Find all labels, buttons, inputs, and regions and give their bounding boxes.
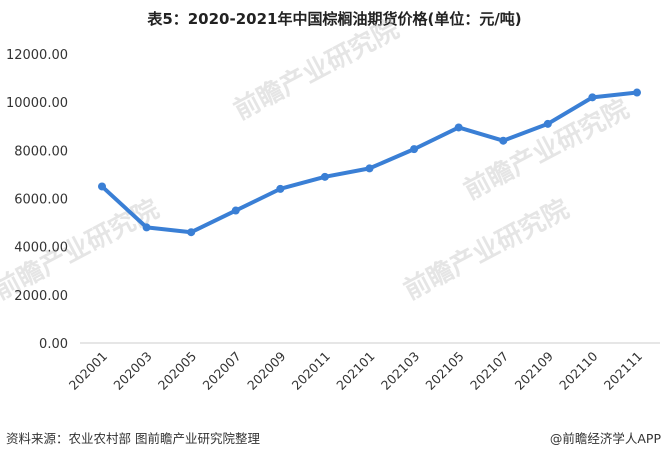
x-tick-label: 202103: [378, 349, 422, 393]
data-point: [499, 136, 508, 145]
data-point: [410, 145, 419, 154]
x-tick-label: 202101: [333, 349, 377, 393]
y-tick-label: 4000.00: [14, 241, 68, 256]
y-tick-label: 12000.00: [6, 48, 68, 63]
data-point: [187, 228, 196, 237]
data-point: [276, 184, 285, 193]
brand-label: @前瞻经济学人APP: [549, 431, 661, 446]
data-point: [142, 223, 151, 232]
y-tick-label: 6000.00: [14, 193, 68, 208]
x-tick-label: 202009: [244, 348, 288, 392]
x-tick-label: 202003: [110, 349, 154, 393]
y-tick-label: 2000.00: [14, 289, 68, 304]
data-point: [633, 88, 641, 97]
chart-title: 表5：2020-2021年中国棕榈油期货价格(单位：元/吨): [147, 10, 522, 28]
data-point: [320, 172, 329, 181]
x-tick-label: 202109: [512, 348, 556, 392]
y-tick-label: 0.00: [39, 337, 68, 352]
watermark-1: 前瞻产业研究院: [229, 13, 404, 126]
data-point: [543, 119, 552, 128]
data-point: [231, 206, 240, 215]
x-tick-label: 202011: [289, 349, 333, 393]
x-tick-label: 202107: [467, 349, 511, 393]
data-point: [588, 93, 597, 102]
x-tick-label: 202110: [556, 348, 600, 392]
data-point: [454, 123, 463, 132]
x-tick-label: 202007: [200, 349, 244, 393]
data-point: [98, 182, 106, 191]
data-point: [365, 164, 374, 173]
x-tick-label: 202105: [422, 349, 466, 393]
x-tick-label: 202005: [155, 349, 199, 393]
watermark-4: 前瞻产业研究院: [399, 193, 574, 306]
y-tick-label: 8000.00: [14, 144, 68, 159]
watermark-2: 前瞻产业研究院: [459, 93, 634, 206]
source-note: 资料来源：农业农村部 图前瞻产业研究院整理: [6, 431, 260, 446]
x-tick-label: 202001: [66, 349, 110, 393]
y-tick-label: 10000.00: [6, 96, 68, 111]
x-tick-label: 202111: [601, 349, 645, 393]
